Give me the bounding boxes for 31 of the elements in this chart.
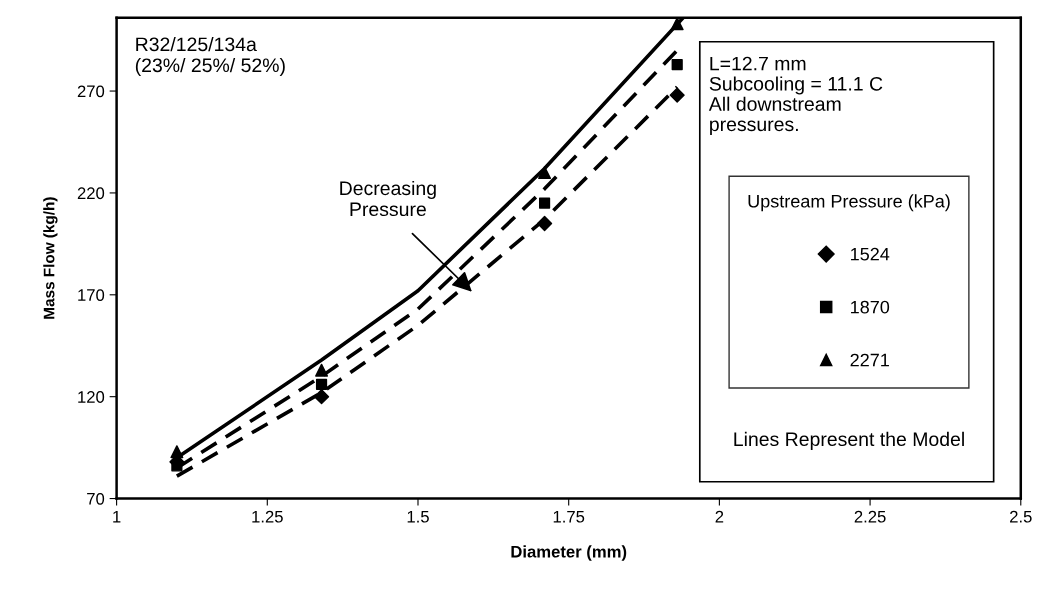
x-tick-label: 1.75 <box>553 510 585 523</box>
point <box>315 378 328 391</box>
point <box>670 17 684 31</box>
annotation: R32/125/134a (23%/ 25%/ 52%) <box>135 36 285 76</box>
y-axis-title: Mass Flow (kg/h) <box>43 197 58 319</box>
x-tick-label: 1.25 <box>252 510 283 523</box>
legend-title: Upstream Pressure (kPa) <box>748 194 950 212</box>
x-tick-label: 2 <box>715 510 724 523</box>
annotation: Lines Represent the Model <box>734 431 964 450</box>
point <box>538 166 552 180</box>
point <box>536 215 553 232</box>
point <box>313 389 330 405</box>
y-tick-label: 270 <box>77 85 105 98</box>
point <box>538 197 551 209</box>
point <box>315 363 329 377</box>
legend-label: 2271 <box>850 353 889 367</box>
point <box>669 87 685 103</box>
legend-label: 1524 <box>851 247 890 261</box>
y-tick-label: 220 <box>77 187 105 200</box>
x-tick-label: 1 <box>113 510 121 523</box>
y-tick-label: 70 <box>87 492 105 505</box>
x-tick-label: 1.5 <box>407 510 429 523</box>
point <box>671 58 683 71</box>
legend-label: 1870 <box>851 300 890 314</box>
annotation: L=12.7 mm Subcooling = 11.1 C All downstream pressures. <box>708 56 883 136</box>
annotation: Decreasing Pressure <box>340 180 436 217</box>
x-tick-label: 2.25 <box>854 510 886 523</box>
y-tick-label: 170 <box>78 289 105 301</box>
x-axis-title: Diameter (mm) <box>511 545 627 561</box>
x-tick-label: 2.5 <box>1010 510 1032 523</box>
y-tick-label: 120 <box>78 391 105 403</box>
